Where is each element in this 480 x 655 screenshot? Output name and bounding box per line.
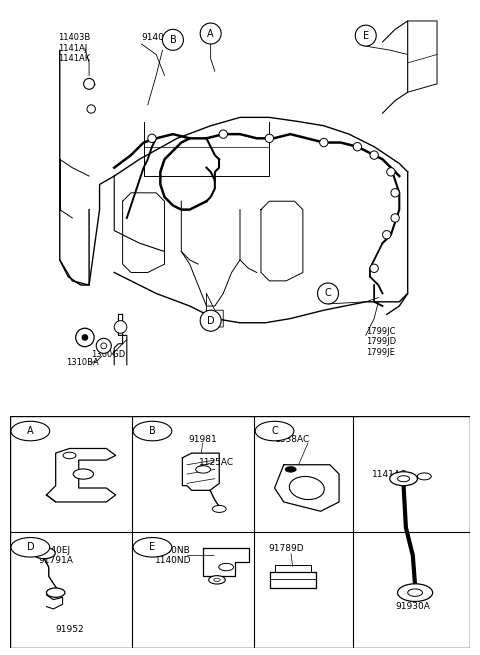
Text: C: C [271, 426, 278, 436]
Circle shape [87, 105, 96, 113]
Circle shape [11, 538, 50, 557]
Text: B: B [149, 426, 156, 436]
Text: D: D [207, 316, 215, 326]
Circle shape [84, 79, 95, 89]
Circle shape [255, 421, 294, 441]
Circle shape [133, 421, 172, 441]
Circle shape [318, 283, 338, 304]
Text: 1360GD: 1360GD [91, 350, 125, 359]
Circle shape [285, 466, 296, 472]
Text: 91930A: 91930A [396, 602, 430, 611]
Circle shape [162, 29, 183, 50]
Text: 1140EJ
91791A: 1140EJ 91791A [38, 546, 73, 565]
Circle shape [418, 473, 431, 480]
Circle shape [219, 130, 228, 138]
Text: 1140NB
1140ND: 1140NB 1140ND [155, 546, 192, 565]
Text: 1310BA: 1310BA [66, 358, 99, 367]
Circle shape [370, 264, 378, 272]
Text: D: D [26, 542, 34, 552]
Circle shape [391, 189, 399, 197]
Circle shape [47, 588, 65, 597]
Circle shape [212, 506, 226, 512]
Circle shape [82, 334, 88, 341]
Circle shape [265, 134, 274, 143]
Circle shape [370, 151, 378, 159]
Circle shape [148, 134, 156, 143]
Circle shape [390, 472, 418, 486]
Circle shape [219, 563, 234, 571]
Text: E: E [149, 542, 156, 552]
Circle shape [101, 343, 107, 348]
Circle shape [383, 231, 391, 239]
Circle shape [33, 548, 55, 559]
Text: 1141AC: 1141AC [372, 470, 408, 479]
Text: 1799JC
1799JD
1799JE: 1799JC 1799JD 1799JE [366, 327, 396, 356]
Text: C: C [324, 288, 331, 299]
Circle shape [200, 23, 221, 44]
Circle shape [96, 338, 111, 354]
Text: 91789D: 91789D [268, 544, 304, 553]
Circle shape [355, 25, 376, 46]
Text: 91400: 91400 [142, 33, 170, 42]
Text: A: A [27, 426, 34, 436]
Circle shape [397, 476, 409, 481]
Circle shape [73, 469, 94, 479]
Text: 1125AC: 1125AC [199, 458, 235, 467]
Text: E: E [363, 31, 369, 41]
Circle shape [391, 214, 399, 222]
Circle shape [63, 452, 76, 458]
Circle shape [387, 168, 395, 176]
Circle shape [320, 138, 328, 147]
Circle shape [114, 321, 127, 333]
Text: B: B [169, 35, 176, 45]
Text: 11403B
1141AJ
1141AK: 11403B 1141AJ 1141AK [58, 33, 90, 63]
Text: 1338AC: 1338AC [276, 435, 311, 443]
Text: A: A [207, 29, 214, 39]
Circle shape [11, 421, 50, 441]
Circle shape [133, 538, 172, 557]
Circle shape [214, 578, 220, 582]
Circle shape [397, 584, 432, 601]
Text: 91952: 91952 [55, 626, 84, 634]
Circle shape [408, 589, 422, 596]
Circle shape [353, 143, 361, 151]
Text: 91981: 91981 [189, 435, 217, 443]
Circle shape [196, 466, 211, 473]
Circle shape [76, 328, 94, 346]
Circle shape [209, 576, 225, 584]
Circle shape [200, 310, 221, 331]
